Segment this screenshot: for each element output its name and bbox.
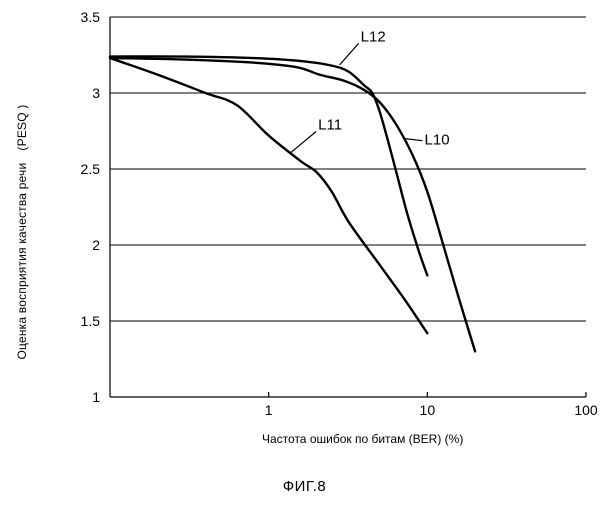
y-tick-label: 2.5 [81,161,101,177]
series-layer [110,56,475,351]
x-axis-title: Частота ошибок по битам (BER) (%) [262,432,463,446]
y-tick-label: 1.5 [81,313,101,329]
x-tick-label: 10 [420,402,436,418]
y-axis-title: Оценка восприятия качества речи (PESQ ) [15,67,29,397]
series-line-l12 [110,56,427,275]
x-tick-label: 1 [265,402,273,418]
axis-layer [110,17,586,397]
leader-line-l11 [289,131,316,153]
figure-caption: ФИГ.8 [0,478,609,495]
leader-line-l10 [405,139,423,141]
y-axis-label: Оценка восприятия качества речи [15,163,29,360]
tick-label-layer: 1 1.5 2 2.5 3 3.5 1 10 100 [81,9,598,418]
series-label-l10: L10 [425,132,450,149]
series-line-l11 [110,58,427,333]
y-tick-label: 3.5 [81,9,101,25]
grid-layer [110,17,586,321]
y-tick-label: 1 [92,389,100,405]
x-tick-label: 100 [574,402,598,418]
y-axis-unit: (PESQ ) [15,105,29,151]
series-label-l12: L12 [361,28,386,45]
series-label-l11: L11 [318,116,342,133]
y-tick-label: 2 [92,237,100,253]
y-tick-label: 3 [92,85,100,101]
series-line-l10 [110,58,475,351]
leader-line-l12 [340,43,359,65]
